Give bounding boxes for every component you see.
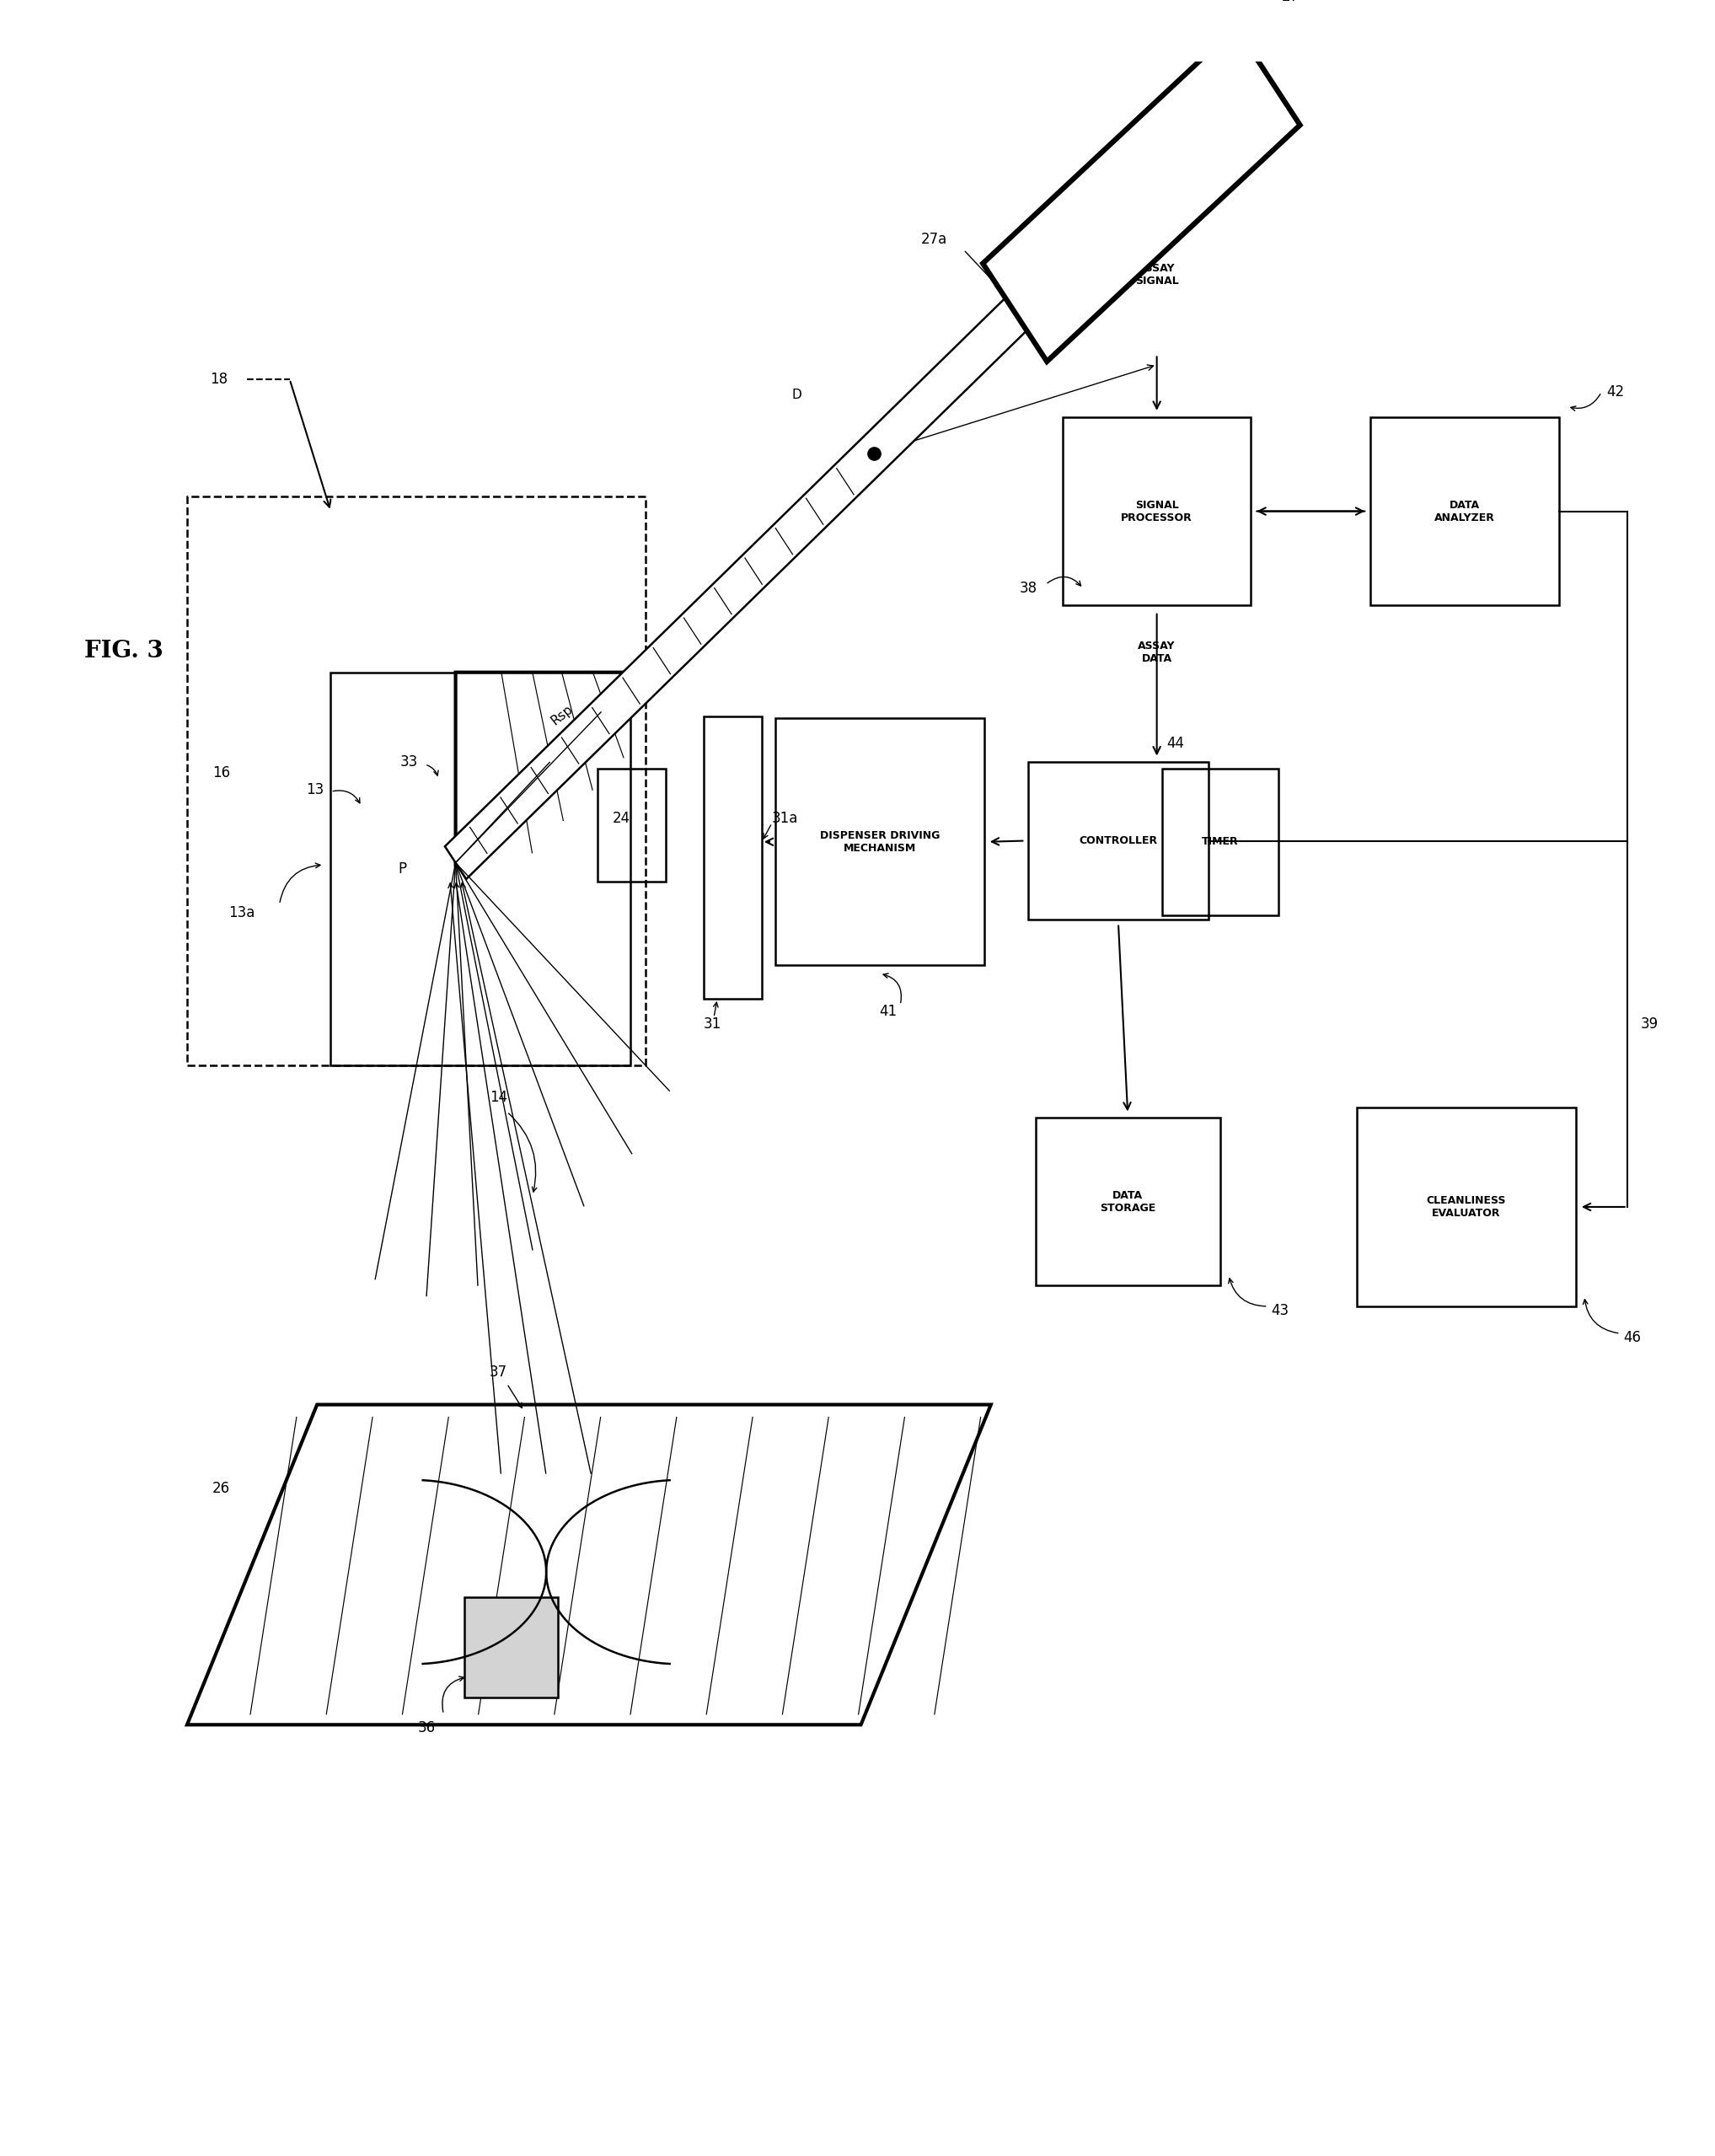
Polygon shape (983, 28, 1300, 362)
Text: 31a: 31a (772, 811, 799, 826)
Polygon shape (187, 1404, 991, 1725)
Text: 41: 41 (880, 1005, 897, 1020)
Text: 39: 39 (1641, 1015, 1658, 1031)
Text: Rsp: Rsp (549, 703, 575, 727)
Polygon shape (456, 673, 638, 862)
Bar (1063, 416, 1250, 606)
Text: 42: 42 (1607, 384, 1624, 399)
Polygon shape (444, 285, 1039, 880)
Text: 33: 33 (400, 755, 418, 770)
Bar (1036, 1119, 1219, 1285)
Bar (597, 768, 665, 882)
Bar (187, 496, 645, 1065)
Text: 44: 44 (1166, 735, 1185, 750)
Text: 13a: 13a (228, 906, 256, 921)
Text: P: P (398, 862, 406, 877)
Text: DATA
ANALYZER: DATA ANALYZER (1434, 500, 1495, 524)
Text: 26: 26 (213, 1481, 230, 1496)
Text: CLEANLINESS
EVALUATOR: CLEANLINESS EVALUATOR (1427, 1194, 1506, 1218)
Text: 36: 36 (417, 1720, 436, 1736)
Text: DATA
STORAGE: DATA STORAGE (1099, 1190, 1156, 1214)
Text: 31: 31 (703, 1015, 720, 1031)
Text: 24: 24 (612, 811, 631, 826)
Text: SIGNAL
PROCESSOR: SIGNAL PROCESSOR (1122, 500, 1192, 524)
Text: 27: 27 (1281, 0, 1300, 4)
Text: 13: 13 (307, 783, 324, 798)
Text: 27a: 27a (921, 231, 948, 246)
Bar (1163, 768, 1278, 914)
Text: TIMER: TIMER (1202, 837, 1238, 847)
Bar (1357, 1108, 1576, 1307)
Bar (331, 673, 629, 1065)
Text: 18: 18 (211, 371, 228, 386)
Bar (775, 718, 984, 966)
Text: 37: 37 (489, 1365, 508, 1380)
Text: 16: 16 (213, 765, 230, 780)
Text: FIG. 3: FIG. 3 (84, 640, 163, 662)
Text: 43: 43 (1271, 1302, 1290, 1317)
Text: 46: 46 (1624, 1330, 1641, 1345)
Text: D: D (792, 388, 803, 401)
Text: CONTROLLER: CONTROLLER (1079, 834, 1158, 847)
Bar (1370, 416, 1559, 606)
Bar (703, 716, 761, 998)
Text: 38: 38 (1019, 582, 1038, 597)
Bar (465, 1598, 557, 1697)
Text: ASSAY
DATA: ASSAY DATA (1139, 640, 1175, 664)
Text: DISPENSER DRIVING
MECHANISM: DISPENSER DRIVING MECHANISM (820, 830, 940, 854)
Text: 14: 14 (489, 1089, 508, 1104)
Text: ASSAY
SIGNAL: ASSAY SIGNAL (1135, 263, 1178, 287)
Bar (1029, 763, 1207, 918)
